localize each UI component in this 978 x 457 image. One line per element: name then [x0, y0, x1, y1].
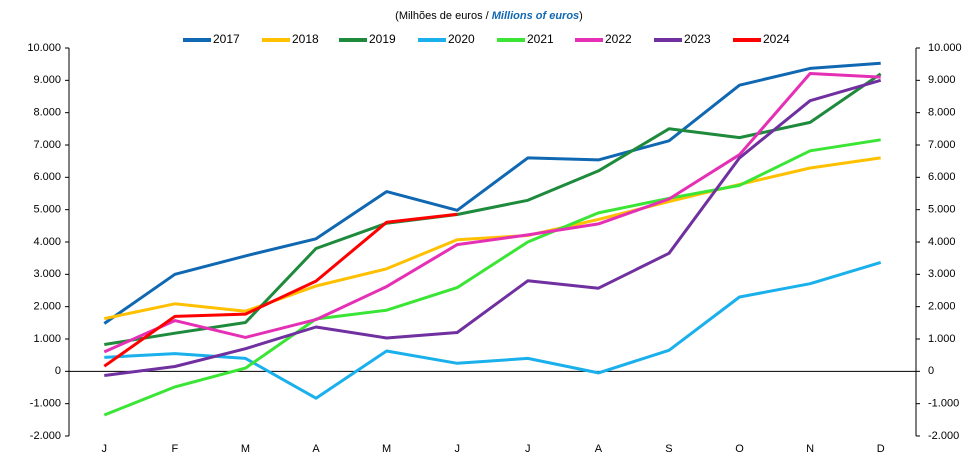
subtitle-pt: (Milhões de euros /	[395, 10, 492, 22]
y-tick-label: 6.000	[33, 171, 61, 183]
x-tick-label: M	[241, 443, 250, 455]
legend-label: 2022	[605, 32, 632, 46]
legend-label: 2019	[369, 32, 396, 46]
legend-label: 2018	[292, 32, 319, 46]
x-tick-label: O	[735, 443, 744, 455]
y-tick-label: 3.000	[33, 268, 61, 280]
series-line	[103, 72, 881, 354]
y-tick-label: 2.000	[33, 301, 61, 313]
series-line	[104, 72, 882, 346]
x-tick-label: J	[102, 443, 108, 455]
x-tick-label: J	[525, 443, 531, 455]
chart-subtitle: (Milhões de euros / Millions of euros)	[395, 10, 583, 22]
y2-tick-label: 5.000	[928, 204, 956, 216]
x-tick-label: S	[665, 443, 672, 455]
y-tick-label: 5.000	[33, 204, 61, 216]
x-tick-label: M	[382, 443, 391, 455]
y-tick-label: 8.000	[33, 107, 61, 119]
x-tick-label: N	[806, 443, 814, 455]
series-line	[103, 212, 458, 368]
subtitle-en: Millions of euros	[492, 10, 579, 22]
x-tick-label: D	[877, 443, 885, 455]
y2-tick-label: 0	[928, 365, 934, 377]
series-line	[103, 138, 881, 417]
x-tick-label: J	[454, 443, 460, 455]
y2-tick-label: 8.000	[928, 107, 956, 119]
y-tick-label: -1.000	[30, 398, 61, 410]
legend-label: 2023	[684, 32, 711, 46]
legend-label: 2024	[763, 32, 790, 46]
y-tick-label: 7.000	[33, 139, 61, 151]
y-tick-label: -2.000	[30, 430, 61, 442]
subtitle-end: )	[579, 10, 583, 22]
legend-label: 2020	[448, 32, 475, 46]
y2-tick-label: 1.000	[928, 333, 956, 345]
y-tick-label: 1.000	[33, 333, 61, 345]
y2-tick-label: -1.000	[928, 398, 959, 410]
legend-label: 2021	[527, 32, 554, 46]
y2-tick-label: 9.000	[928, 74, 956, 86]
x-tick-label: A	[595, 443, 603, 455]
y2-tick-label: 2.000	[928, 301, 956, 313]
y2-tick-label: 7.000	[928, 139, 956, 151]
series-line	[104, 260, 882, 400]
y2-tick-label: 10.000	[928, 42, 962, 54]
y2-tick-label: -2.000	[928, 430, 959, 442]
legend-label: 2017	[213, 32, 240, 46]
series-line	[103, 61, 881, 325]
x-tick-label: A	[312, 443, 320, 455]
y-tick-label: 9.000	[33, 74, 61, 86]
series-line	[103, 156, 881, 321]
y-tick-label: 0	[55, 365, 61, 377]
y2-tick-label: 6.000	[928, 171, 956, 183]
y-tick-label: 10.000	[27, 42, 61, 54]
series-line	[104, 78, 882, 377]
x-tick-label: F	[172, 443, 179, 455]
y2-tick-label: 3.000	[928, 268, 956, 280]
y2-tick-label: 4.000	[928, 236, 956, 248]
y-tick-label: 4.000	[33, 236, 61, 248]
